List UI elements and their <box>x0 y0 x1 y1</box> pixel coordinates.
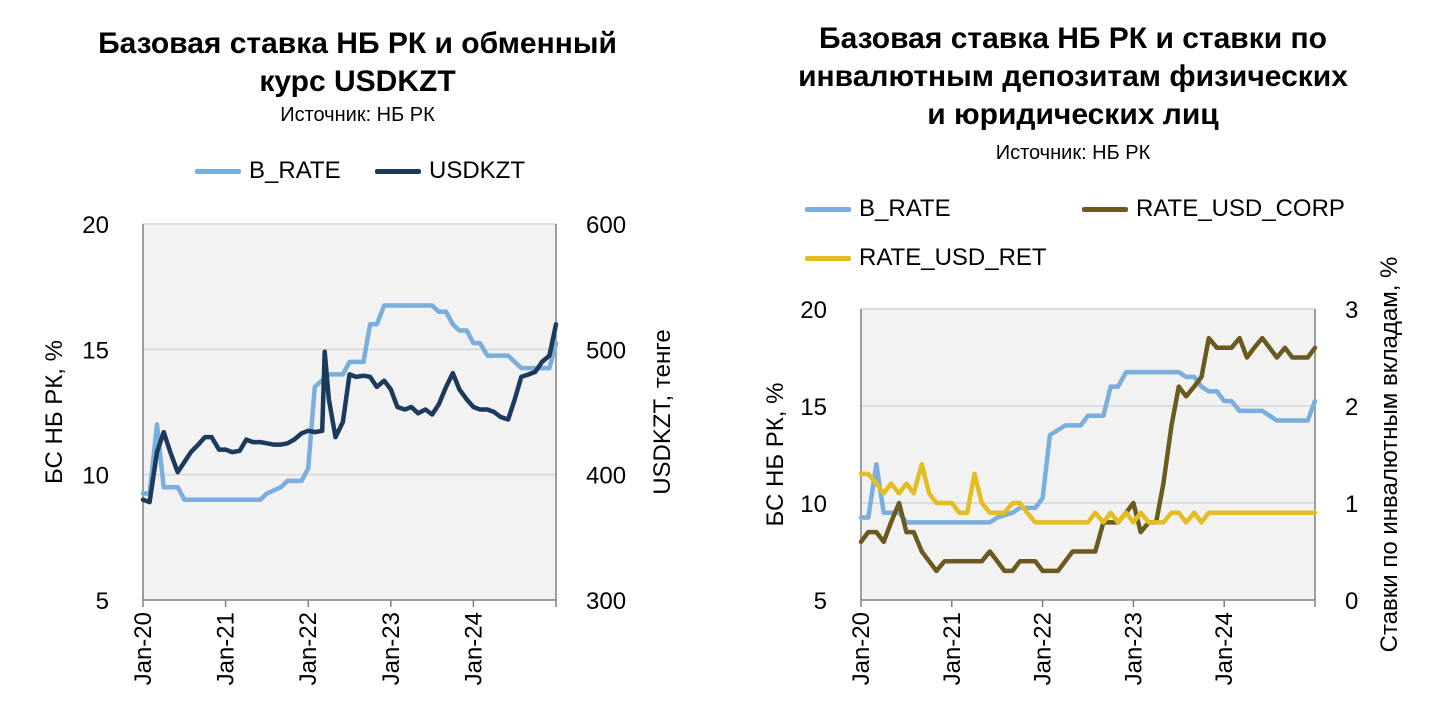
plot-area <box>143 224 556 600</box>
chart-right: Базовая ставка НБ РК и ставки по инвалют… <box>715 0 1431 708</box>
x-tick-label: Jan-21 <box>213 612 240 685</box>
chart-title: Базовая ставка НБ РК и обменный курс USD… <box>0 25 715 101</box>
x-tick-label: Jan-23 <box>1120 612 1147 685</box>
y-axis-title: БС НБ РК, % <box>762 383 789 527</box>
y-tick-label: 15 <box>82 337 109 364</box>
chart-left: Базовая ставка НБ РК и обменный курс USD… <box>0 0 715 708</box>
y2-tick-label: 500 <box>586 337 626 364</box>
y2-tick-label: 400 <box>586 463 626 490</box>
y2-tick-label: 600 <box>586 212 626 239</box>
legend-item-rate-usd-corp: RATE_USD_CORP <box>1082 195 1345 223</box>
legend-swatch-b-rate <box>805 206 851 212</box>
y2-axis-title: Ставки по инвалютным вкладам, % <box>1376 257 1403 653</box>
y2-tick-label: 1 <box>1345 491 1358 518</box>
x-tick-label: Jan-22 <box>295 612 322 685</box>
series-line-b-rate <box>140 303 559 502</box>
y-tick-label: 10 <box>82 463 109 490</box>
x-tick-label: Jan-20 <box>130 612 157 685</box>
plot-right: 5 10 15 20 0 1 2 3 Jan-20 Jan-21 Jan-22 Jan-23 Jan-2… <box>762 257 1403 686</box>
legend-label: USDKZT <box>429 157 525 184</box>
legend-item-usdkzt: USDKZT <box>375 157 525 185</box>
chart-title-line: Базовая ставка НБ РК и ставки по <box>819 22 1327 55</box>
x-tick-label: Jan-20 <box>848 612 875 685</box>
chart-title-line: Базовая ставка НБ РК и обменный <box>98 27 617 60</box>
y-tick-label: 20 <box>800 297 827 324</box>
y-tick-label: 5 <box>96 588 109 615</box>
legend-swatch-rate-usd-corp <box>1082 206 1128 212</box>
legend-swatch-usdkzt <box>375 168 421 174</box>
plot-left: 5 10 15 20 300 400 500 600 Jan-20 Jan-21 Jan-22 Jan… <box>41 212 676 685</box>
legend-label: B_RATE <box>249 157 341 184</box>
y-axis-title: БС НБ РК, % <box>41 340 68 484</box>
y-tick-label: 20 <box>82 212 109 239</box>
y-tick-label: 10 <box>800 491 827 518</box>
series-line-b-rate <box>858 369 1318 525</box>
legend-label: B_RATE <box>859 195 951 222</box>
y-tick-label: 5 <box>814 588 827 615</box>
x-tick-label: Jan-24 <box>1211 612 1238 685</box>
legend-label: RATE_USD_CORP <box>1136 195 1345 222</box>
legend-label: RATE_USD_RET <box>859 244 1047 271</box>
chart-source: Источник: НБ РК <box>280 104 435 126</box>
series-line-rate-usd-corp <box>858 335 1318 574</box>
chart-source: Источник: НБ РК <box>995 142 1151 164</box>
y2-tick-label: 2 <box>1345 394 1358 421</box>
x-tick-label: Jan-24 <box>460 612 487 685</box>
series-line-usdkzt <box>140 322 559 505</box>
chart-title-line: и юридических лиц <box>927 98 1219 131</box>
x-tick-label: Jan-23 <box>378 612 405 685</box>
y2-tick-label: 0 <box>1345 588 1358 615</box>
chart-title: Базовая ставка НБ РК и ставки по инвалют… <box>715 20 1431 134</box>
y2-tick-label: 300 <box>586 588 626 615</box>
chart-title-line: курс USDKZT <box>259 65 456 98</box>
legend-item-b-rate: B_RATE <box>805 195 951 223</box>
series-line-rate-usd-ret <box>858 461 1318 525</box>
chart-title-line: инвалютным депозитам физических <box>798 60 1348 93</box>
y-tick-label: 15 <box>800 394 827 421</box>
x-tick-label: Jan-22 <box>1030 612 1057 685</box>
legend-item-b-rate: B_RATE <box>195 157 341 185</box>
legend-item-rate-usd-ret: RATE_USD_RET <box>805 244 1047 272</box>
y2-tick-label: 3 <box>1345 297 1358 324</box>
x-tick-label: Jan-21 <box>939 612 966 685</box>
legend-swatch-b-rate <box>195 168 241 174</box>
legend-swatch-rate-usd-ret <box>805 255 851 261</box>
y2-axis-title: USDKZT, тенге <box>649 329 676 495</box>
